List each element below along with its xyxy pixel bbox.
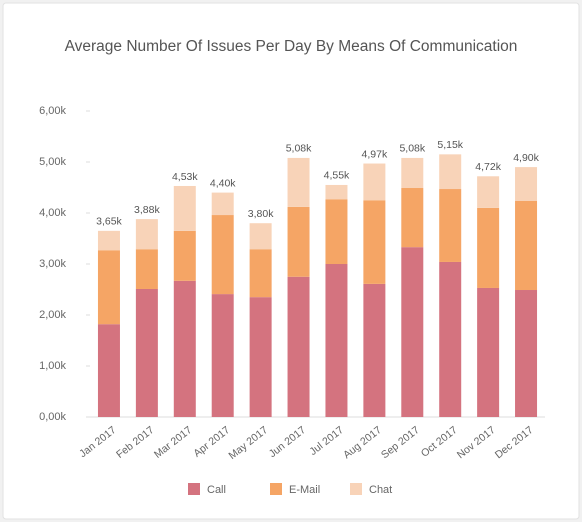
bar-segment [363, 283, 386, 417]
bar-segment [477, 207, 500, 288]
y-tick-label: 5,00k [39, 156, 66, 168]
bar-segment [325, 184, 348, 200]
legend-swatch [350, 483, 362, 495]
legend-label: Call [207, 484, 226, 496]
bar-segment [97, 324, 120, 417]
bar-segment [363, 200, 386, 284]
total-label: 4,90k [513, 152, 539, 164]
y-tick-label: 1,00k [39, 360, 66, 372]
bar-segment [325, 264, 348, 417]
legend-swatch [270, 483, 282, 495]
bar-segment [249, 249, 272, 298]
bar-segment [401, 188, 424, 248]
total-label: 3,80k [248, 208, 274, 220]
bar-segment [135, 219, 158, 250]
bar-segment [515, 167, 538, 201]
total-label: 4,97k [362, 148, 388, 160]
bar-segment [97, 230, 120, 251]
bar-segment [287, 157, 310, 207]
total-label: 4,40k [210, 177, 236, 189]
bar-segment [325, 199, 348, 264]
y-tick-label: 4,00k [39, 207, 66, 219]
bar-segment [515, 200, 538, 291]
bar-segment [249, 223, 272, 250]
total-label: 3,65k [96, 216, 122, 228]
bar-segment [173, 185, 196, 231]
bar-segment [439, 189, 462, 262]
bar-segment [439, 261, 462, 417]
chart-title: Average Number Of Issues Per Day By Mean… [65, 38, 518, 55]
total-label: 5,08k [399, 143, 425, 155]
legend-swatch [188, 483, 200, 495]
legend-label: E-Mail [289, 484, 320, 496]
bar-segment [211, 294, 234, 417]
bar-segment [249, 297, 272, 417]
y-tick-label: 2,00k [39, 309, 66, 321]
bar-segment [363, 163, 386, 201]
bar-segment [287, 276, 310, 417]
total-label: 4,72k [475, 161, 501, 173]
bar-segment [135, 249, 158, 289]
bar-segment [439, 154, 462, 190]
bar-segment [211, 192, 234, 216]
y-tick-label: 3,00k [39, 258, 66, 270]
bar-segment [401, 157, 424, 189]
total-label: 4,53k [172, 171, 198, 183]
y-tick-label: 0,00k [39, 411, 66, 423]
total-label: 5,15k [437, 139, 463, 151]
bar-segment [477, 287, 500, 417]
bar-segment [135, 288, 158, 417]
bar-segment [211, 215, 234, 295]
bar-segment [515, 290, 538, 417]
y-tick-label: 6,00k [39, 105, 66, 117]
bar-segment [173, 230, 196, 281]
legend-label: Chat [369, 484, 392, 496]
total-label: 3,88k [134, 204, 160, 216]
total-label: 5,08k [286, 143, 312, 155]
bar-segment [97, 250, 120, 325]
bar-segment [287, 206, 310, 277]
bar-segment [173, 280, 196, 417]
bar-segment [401, 247, 424, 417]
bar-segment [477, 176, 500, 208]
total-label: 4,55k [324, 170, 350, 182]
